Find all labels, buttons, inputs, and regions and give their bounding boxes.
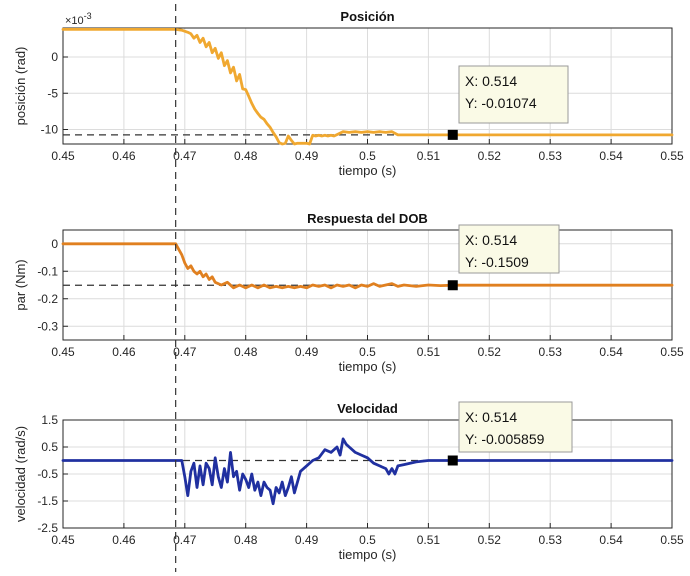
datatip-x-label: X: 0.514 bbox=[465, 232, 517, 248]
x-tick-label: 0.48 bbox=[234, 533, 258, 547]
x-tick-label: 0.5 bbox=[359, 149, 376, 163]
y-tick-label: -0.5 bbox=[37, 467, 58, 481]
y-axis-label: velocidad (rad/s) bbox=[13, 426, 28, 522]
x-tick-label: 0.51 bbox=[417, 149, 441, 163]
x-tick-label: 0.52 bbox=[478, 149, 502, 163]
y-tick-label: 1.5 bbox=[41, 413, 58, 427]
y-tick-label: -5 bbox=[47, 86, 58, 100]
y-tick-label: 0 bbox=[51, 50, 58, 64]
datatip-y-label: Y: -0.01074 bbox=[465, 95, 537, 111]
datatip-box bbox=[458, 401, 573, 453]
x-tick-label: 0.55 bbox=[660, 533, 684, 547]
x-tick-label: 0.47 bbox=[173, 533, 197, 547]
x-tick-label: 0.49 bbox=[295, 149, 319, 163]
x-tick-label: 0.48 bbox=[234, 345, 258, 359]
chart-title: Velocidad bbox=[337, 401, 398, 416]
y-tick-label: -0.2 bbox=[37, 292, 58, 306]
x-tick-label: 0.55 bbox=[660, 345, 684, 359]
x-tick-label: 0.54 bbox=[599, 345, 623, 359]
y-exponent-power: -3 bbox=[84, 11, 92, 21]
datatip-marker bbox=[447, 455, 458, 466]
y-tick-label: -0.3 bbox=[37, 319, 58, 333]
datatip-y-label: Y: -0.1509 bbox=[465, 254, 529, 270]
x-tick-label: 0.46 bbox=[112, 345, 136, 359]
y-tick-label: -1.5 bbox=[37, 494, 58, 508]
y-axis-label: posición (rad) bbox=[13, 47, 28, 126]
datatip-x-label: X: 0.514 bbox=[465, 409, 517, 425]
datatip-marker bbox=[447, 280, 458, 291]
x-axis-label: tiempo (s) bbox=[339, 359, 397, 374]
x-tick-label: 0.55 bbox=[660, 149, 684, 163]
datatip-marker bbox=[447, 129, 458, 140]
chart-title: Respuesta del DOB bbox=[307, 211, 428, 226]
y-tick-label: -0.1 bbox=[37, 264, 58, 278]
x-axis-label: tiempo (s) bbox=[339, 163, 397, 178]
panel-posicion: 0.45 0.46 0.47 0.48 0.49 0.5 0.51 0.52 0.53 0.54 0… bbox=[13, 9, 684, 178]
chart-title: Posición bbox=[340, 9, 394, 24]
y-tick-label: -10 bbox=[41, 123, 59, 137]
datatip-y-label: Y: -0.005859 bbox=[465, 431, 545, 447]
x-tick-label: 0.51 bbox=[417, 345, 441, 359]
datatip-box bbox=[458, 65, 569, 124]
y-tick-label: -2.5 bbox=[37, 521, 58, 535]
x-tick-label: 0.45 bbox=[51, 149, 75, 163]
x-tick-label: 0.45 bbox=[51, 533, 75, 547]
y-axis-label: par (Nm) bbox=[13, 259, 28, 310]
y-tick-label: 0.5 bbox=[41, 440, 58, 454]
datatip-x-label: X: 0.514 bbox=[465, 73, 517, 89]
x-axis-label: tiempo (s) bbox=[339, 547, 397, 562]
x-tick-label: 0.46 bbox=[112, 533, 136, 547]
x-tick-label: 0.46 bbox=[112, 149, 136, 163]
x-tick-label: 0.49 bbox=[295, 345, 319, 359]
series-line bbox=[61, 27, 674, 146]
y-exponent-label: ×10-3 bbox=[65, 11, 92, 27]
datatip-box bbox=[458, 224, 560, 274]
x-tick-label: 0.53 bbox=[539, 345, 563, 359]
x-tick-label: 0.52 bbox=[478, 345, 502, 359]
x-tick-label: 0.53 bbox=[539, 149, 563, 163]
x-tick-label: 0.52 bbox=[478, 533, 502, 547]
x-tick-label: 0.54 bbox=[599, 533, 623, 547]
y-tick-label: 0 bbox=[51, 237, 58, 251]
panel-velocidad: 0.45 0.46 0.47 0.48 0.49 0.5 0.51 0.52 0.53 0.54 0… bbox=[13, 401, 684, 562]
panel-respuesta-dob: 0.45 0.46 0.47 0.48 0.49 0.5 0.51 0.52 0.53 0.54 0… bbox=[13, 211, 684, 374]
x-tick-label: 0.51 bbox=[417, 533, 441, 547]
x-tick-label: 0.49 bbox=[295, 533, 319, 547]
series-line bbox=[61, 242, 674, 290]
x-tick-label: 0.45 bbox=[51, 345, 75, 359]
series-line bbox=[61, 437, 674, 506]
x-tick-label: 0.5 bbox=[359, 533, 376, 547]
x-tick-label: 0.5 bbox=[359, 345, 376, 359]
x-tick-label: 0.47 bbox=[173, 345, 197, 359]
x-tick-label: 0.48 bbox=[234, 149, 258, 163]
x-tick-label: 0.54 bbox=[599, 149, 623, 163]
x-tick-label: 0.53 bbox=[539, 533, 563, 547]
x-tick-label: 0.47 bbox=[173, 149, 197, 163]
